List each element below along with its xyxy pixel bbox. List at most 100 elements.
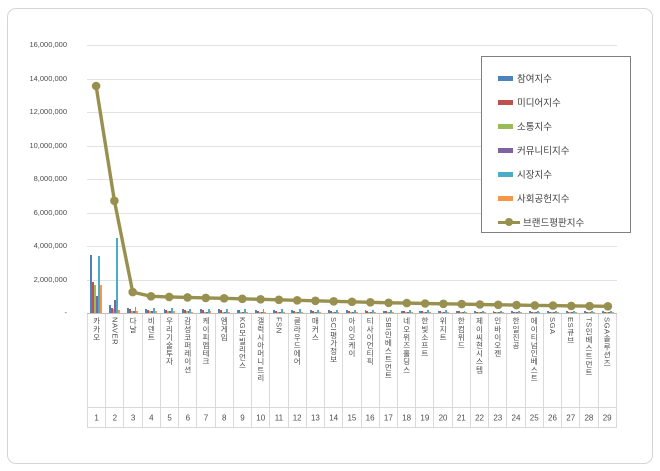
category-number-cell: 8: [216, 408, 234, 427]
bar-사회공헌지수-한빛소프트: [428, 311, 431, 313]
bar-소통지수-KG모빌리언스: [240, 311, 243, 313]
bar-미디어지수-엠게임: [220, 310, 223, 313]
bar-소통지수-SBI인베스트먼트: [386, 312, 389, 313]
bar-소통지수-매커스: [313, 311, 316, 313]
bar-미디어지수-비덴트: [147, 310, 150, 313]
line-marker-한컴위드: [457, 299, 467, 309]
line-marker-제이씨현시스템: [475, 300, 485, 309]
bar-커뮤니티지수-티사이언티픽: [370, 311, 373, 313]
legend-label: 커뮤니티지수: [517, 146, 570, 157]
bar-커뮤니티지수-제이씨현시스템: [479, 312, 482, 313]
legend-item-커뮤니티지수: 커뮤니티지수: [498, 138, 630, 162]
category-number-row: 1 2 3 4 5 6 7 8 9 10 11 12 13 14 15 16 17 18 19 20 21 22 23 24 2…: [87, 408, 617, 428]
bar-시장지수-네오위즈홀딩스: [408, 310, 411, 313]
bar-소통지수-엠게임: [222, 311, 225, 313]
bar-미디어지수-매커스: [311, 310, 314, 313]
bar-참여지수-매커스: [309, 310, 312, 313]
bar-소통지수-에이티넘인베스트: [532, 312, 535, 313]
category-cell: 한일진공: [507, 314, 526, 407]
bar-참여지수-티사이언티픽: [364, 310, 367, 313]
gridline: [87, 45, 617, 46]
category-number-cell: 5: [161, 408, 180, 427]
bar-소통지수-인바이오젠: [496, 312, 499, 313]
bar-사회공헌지수-에이티넘인베스트: [538, 312, 541, 313]
bar-참여지수-엠게임: [218, 309, 221, 313]
bar-미디어지수-ES큐브: [567, 311, 570, 313]
category-name-label: 아이오케이: [347, 317, 357, 358]
legend-item-사회공헌지수: 사회공헌지수: [498, 186, 630, 210]
bar-미디어지수-제이씨현시스템: [476, 311, 479, 313]
category-name-label: ES큐브: [566, 317, 576, 345]
category-number-label: 11: [274, 413, 284, 422]
bar-미디어지수-갤럭시아머니트리: [256, 310, 259, 313]
bar-사회공헌지수-SCI평가정보: [337, 311, 340, 313]
legend: 참여지수 미디어지수 소통지수 커뮤니티지수 시장지수 사회공헌지수 브랜드평판지수: [481, 56, 631, 233]
category-name-label: SGA: [547, 317, 557, 335]
gridline: [87, 145, 617, 147]
bar-참여지수-한빛소프트: [419, 310, 422, 313]
bar-사회공헌지수-클라우드에어: [300, 311, 303, 313]
bar-참여지수-카카오: [90, 255, 93, 313]
gridline: [87, 112, 617, 113]
legend-item-브랜드평판지수: 브랜드평판지수: [498, 210, 630, 234]
bar-참여지수-SBI인베스트먼트: [382, 310, 385, 313]
bar-소통지수-비덴트: [149, 311, 151, 313]
bar-사회공헌지수-매커스: [319, 311, 322, 313]
bar-사회공헌지수-FSN: [282, 311, 285, 313]
category-number-cell: 26: [544, 408, 563, 427]
bar-시장지수-SGA: [554, 310, 557, 313]
bar-사회공헌지수-케이피엠테크: [209, 311, 212, 313]
bar-커뮤니티지수-카카오: [96, 296, 99, 313]
bar-미디어지수-한일진공: [512, 311, 515, 313]
category-number-cell: 20: [434, 408, 453, 427]
category-name-label: 비덴트: [146, 317, 156, 342]
category-cell: FSN: [270, 314, 289, 407]
bar-시장지수-SGA솔루션즈: [609, 311, 612, 313]
bar-참여지수-우리기술투자: [163, 309, 166, 313]
bar-시장지수-KG모빌리언스: [244, 308, 247, 313]
bar-참여지수-네오위즈홀딩스: [401, 310, 404, 313]
category-number-cell: 7: [197, 408, 216, 427]
bar-커뮤니티지수-네오위즈홀딩스: [406, 312, 409, 313]
category-cell: 제이씨현시스템: [471, 314, 490, 407]
line-marker-한빛소프트: [420, 299, 430, 308]
bar-참여지수-SCI평가정보: [328, 310, 330, 313]
category-number-label: 28: [584, 413, 594, 422]
bar-미디어지수-SGA: [549, 311, 552, 313]
bar-미디어지수-에이티넘인베스트: [530, 311, 533, 313]
y-axis-tick-label: -: [64, 308, 68, 317]
legend-label: 소통지수: [517, 122, 552, 133]
gridline: [87, 246, 617, 247]
bar-소통지수-SGA: [551, 312, 554, 313]
bar-미디어지수-인바이오젠: [494, 311, 497, 313]
category-number-cell: 16: [362, 408, 380, 427]
bar-사회공헌지수-한컴위드: [465, 312, 468, 313]
category-name-label: 인바이오젠: [493, 317, 503, 358]
category-number-label: 17: [383, 413, 393, 422]
y-axis-tick-label: 4,000,000: [33, 241, 67, 250]
bar-시장지수-위지트: [445, 310, 448, 313]
bar-미디어지수-위지트: [439, 311, 442, 313]
category-name-label: 에이티넘인베스트: [529, 317, 539, 382]
bar-시장지수-제이씨현시스템: [481, 310, 484, 313]
bar-사회공헌지수-인바이오젠: [502, 312, 504, 313]
bar-소통지수-SGA솔루션즈: [605, 312, 608, 313]
bar-커뮤니티지수-케이피엠테크: [205, 311, 208, 313]
bar-커뮤니티지수-SGA: [553, 312, 555, 313]
category-number-label: 27: [566, 413, 576, 422]
y-axis-tick-label: 14,000,000: [29, 73, 67, 83]
bar-참여지수-SGA솔루션즈: [602, 311, 605, 313]
category-number-cell: 17: [380, 408, 398, 427]
category-number-label: 12: [292, 413, 302, 422]
bar-미디어지수-SCI평가정보: [329, 310, 332, 313]
category-cell: 위지트: [434, 314, 453, 407]
bar-시장지수-아이오케이: [353, 309, 356, 313]
category-name-label: 위지트: [438, 317, 448, 342]
bar-커뮤니티지수-인바이오젠: [498, 312, 501, 313]
legend-swatch-icon: [498, 123, 513, 129]
legend-swatch-icon: [498, 147, 513, 153]
category-number-cell: 10: [252, 408, 271, 427]
legend-swatch-icon: [498, 75, 513, 81]
category-cell: 카카오: [87, 314, 107, 407]
x-axis-line: [87, 313, 617, 314]
